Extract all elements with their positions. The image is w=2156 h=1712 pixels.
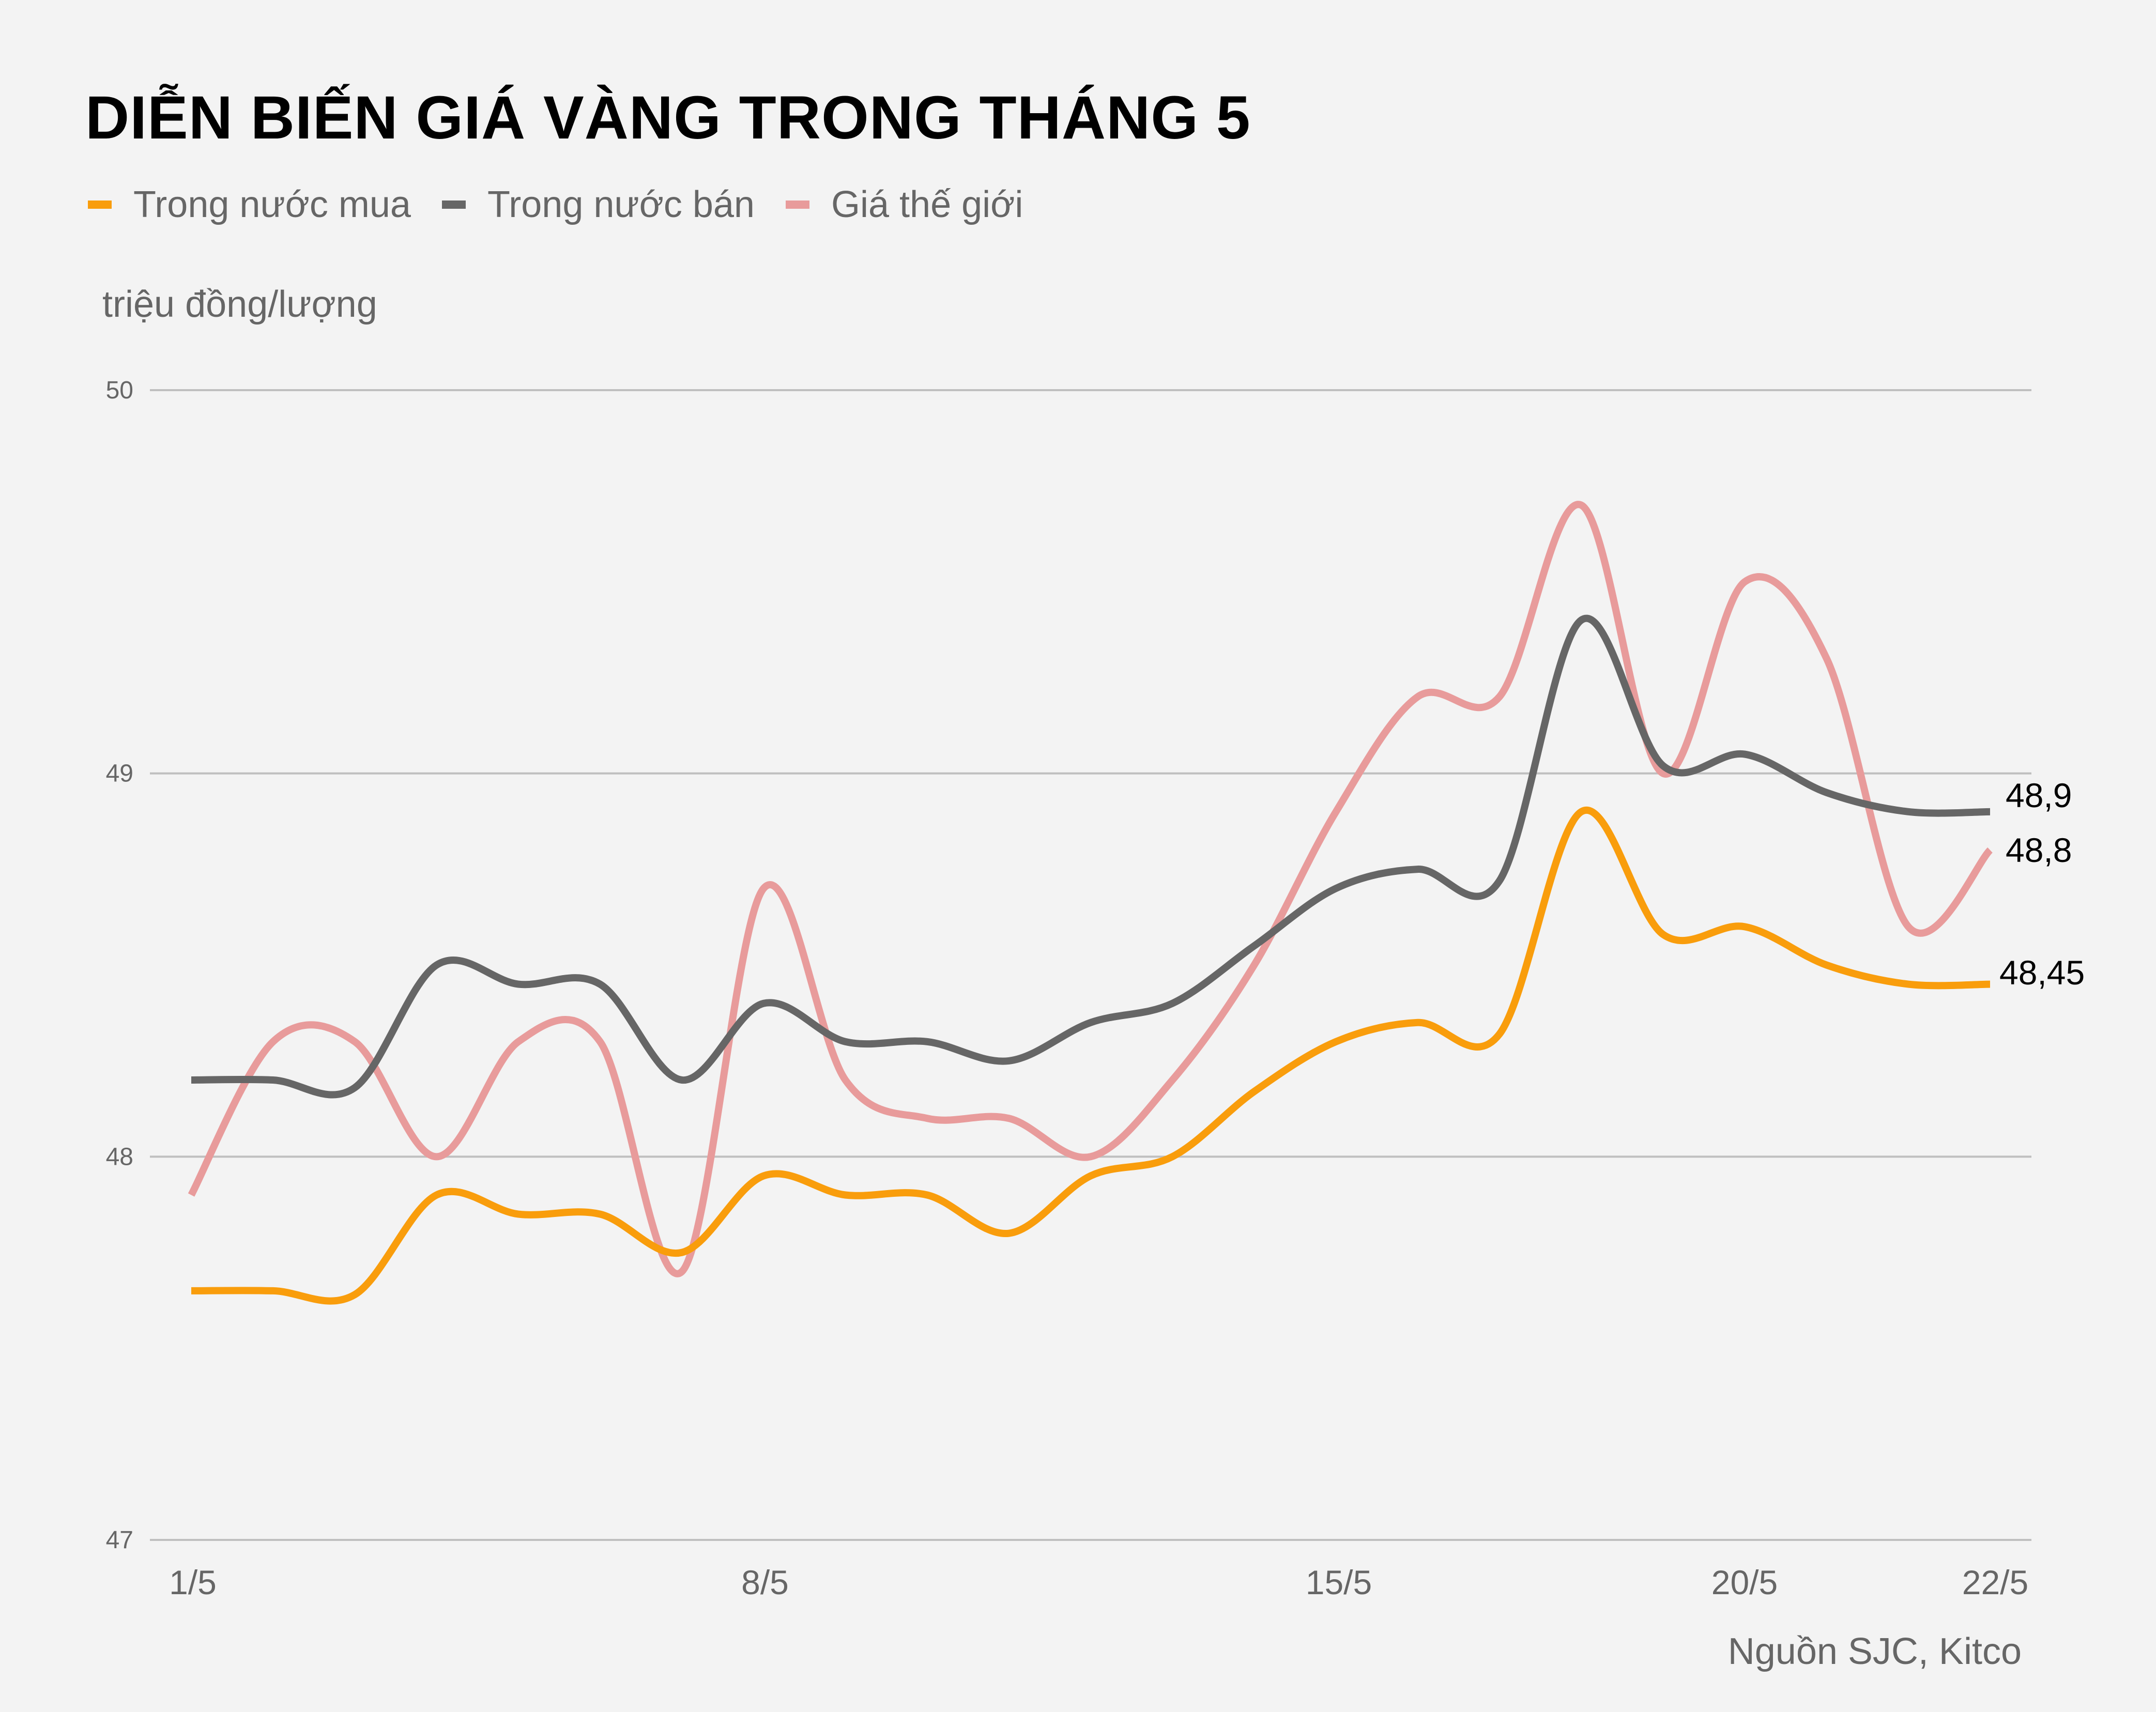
- legend-label-mua: Trong nước mua: [133, 184, 411, 225]
- legend-item-ban: Trong nước bán: [441, 183, 755, 226]
- legend-label-ban: Trong nước bán: [487, 184, 755, 225]
- x-tick-label: 15/5: [1306, 1563, 1372, 1601]
- legend-item-mua: Trong nước mua: [88, 183, 411, 226]
- legend-label-the-gioi: Giá thế giới: [831, 184, 1023, 225]
- end-value-labels: 48,9 48,8 48,45: [1999, 776, 2085, 992]
- y-tick-label: 47: [106, 1526, 133, 1554]
- x-tick-label: 8/5: [741, 1563, 789, 1601]
- end-label-ban: 48,9: [2006, 776, 2072, 814]
- x-tick-label: 1/5: [169, 1563, 217, 1601]
- legend: Trong nước mua Trong nước bán Giá thế gi…: [88, 183, 1054, 226]
- x-tick-label: 22/5: [1962, 1563, 2028, 1601]
- legend-swatch-ban: [441, 200, 466, 209]
- y-axis-unit-label: triệu đồng/lượng: [102, 284, 377, 325]
- legend-swatch-mua: [88, 200, 112, 209]
- end-label-mua: 48,45: [1999, 953, 2085, 992]
- end-label-the-gioi: 48,8: [2006, 831, 2072, 869]
- legend-swatch-the-gioi: [785, 200, 809, 209]
- series-lines: [188, 501, 1993, 1305]
- y-tick-label: 48: [106, 1143, 133, 1170]
- source-note: Nguồn SJC, Kitco: [1727, 1631, 2022, 1672]
- legend-item-the-gioi: Giá thế giới: [785, 183, 1023, 226]
- y-tick-label: 49: [106, 760, 133, 788]
- y-tick-label: 50: [106, 377, 133, 404]
- x-axis-ticks: 1/5 8/5 15/5 20/5 22/5: [169, 1563, 2028, 1601]
- x-tick-label: 20/5: [1711, 1563, 1778, 1601]
- chart-title: DIỄN BIẾN GIÁ VÀNG TRONG THÁNG 5: [85, 84, 1251, 152]
- y-axis-ticks: 47 48 49 50: [106, 377, 133, 1554]
- series-line-mua: [191, 806, 1991, 1305]
- series-line-ban: [191, 614, 1991, 1099]
- series-line-the-gioi: [188, 501, 1993, 1277]
